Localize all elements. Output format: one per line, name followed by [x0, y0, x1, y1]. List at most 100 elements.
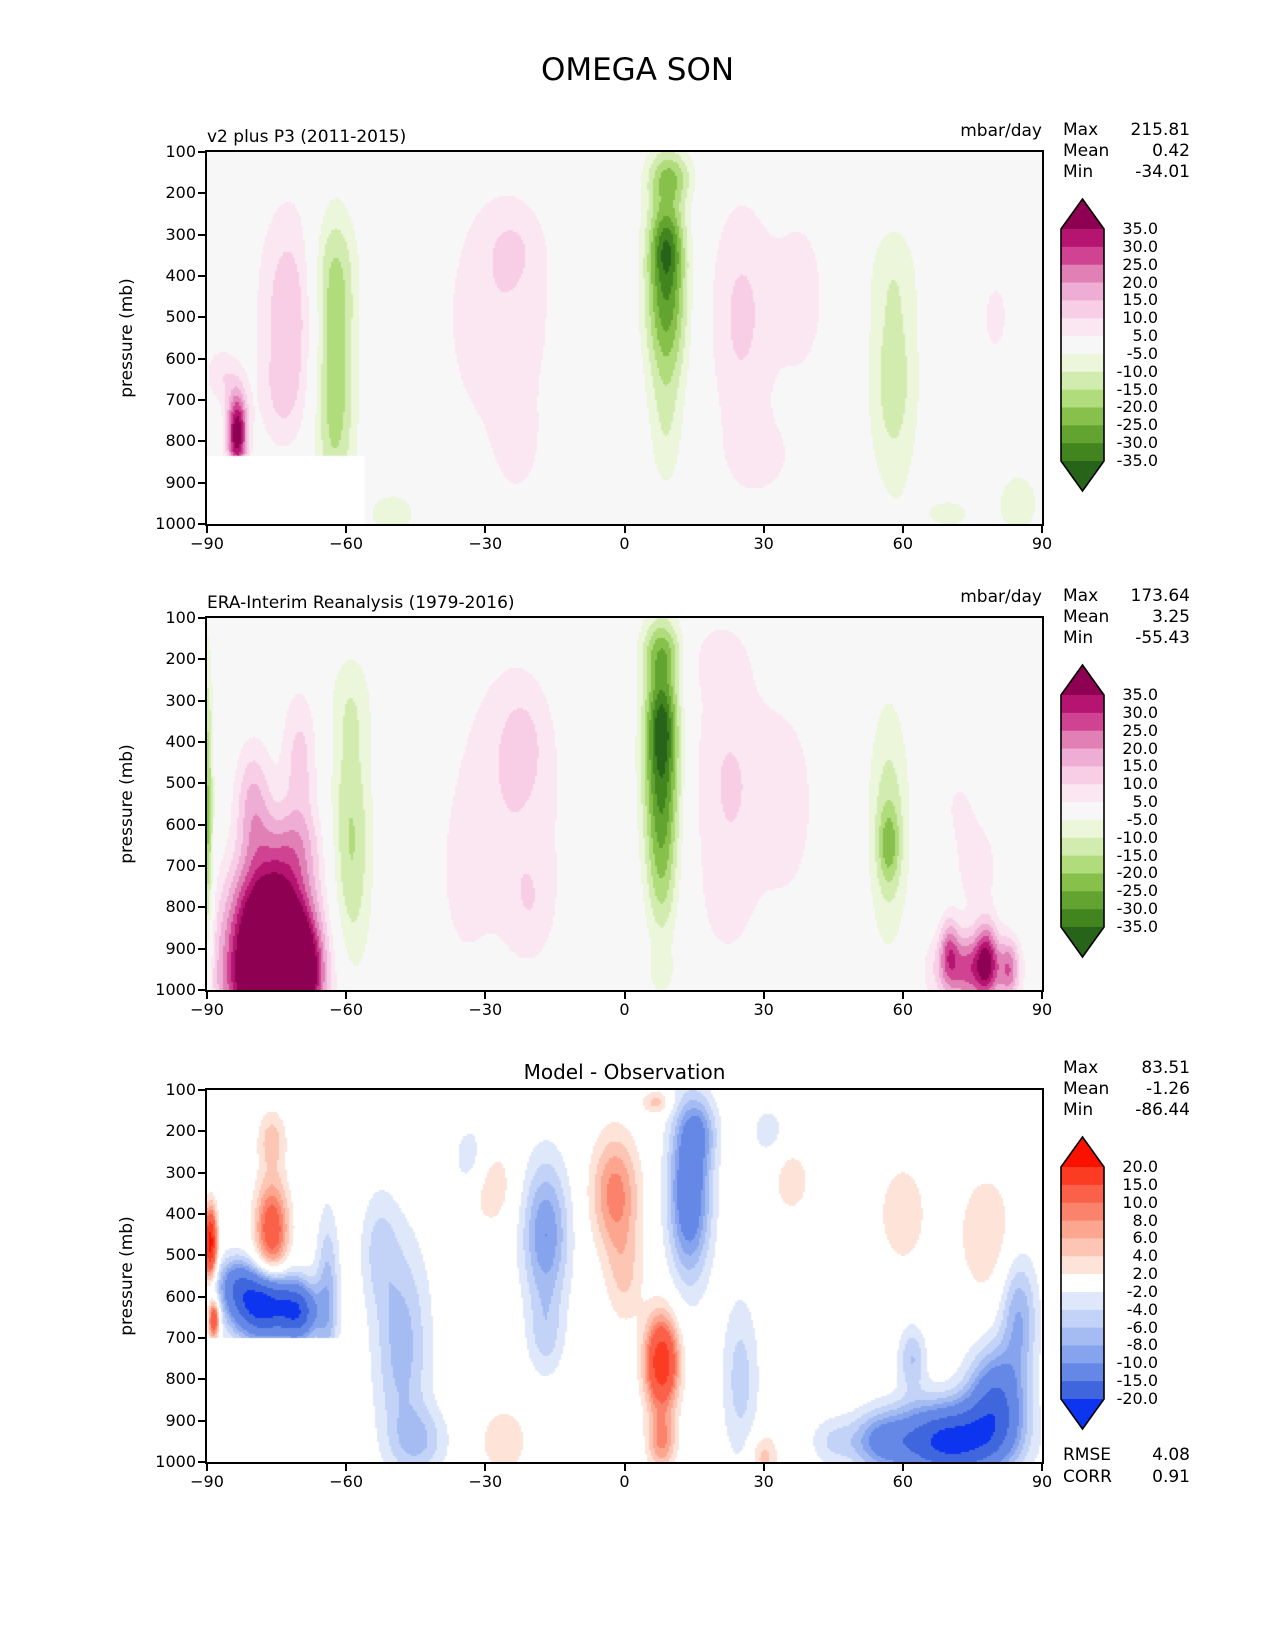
colorbar-band — [1061, 695, 1104, 714]
colorbar-tick-label: -35.0 — [1116, 917, 1158, 936]
y-tick-label: 300 — [165, 224, 196, 244]
colorbar-tick-label: 25.0 — [1122, 720, 1158, 740]
x-tick — [901, 526, 904, 533]
colorbar-band — [1061, 766, 1104, 785]
colorbar-band — [1061, 855, 1104, 875]
colorbar-lower-arrow — [1061, 1399, 1104, 1429]
panel2-stats: Max 173.64 Mean 3.25 Min -55.43 — [1063, 586, 1190, 649]
colorbar-band — [1061, 909, 1104, 928]
colorbar-outline — [1060, 197, 1105, 493]
colorbar-band — [1061, 1327, 1104, 1347]
colorbar-band — [1061, 425, 1104, 444]
x-tick — [1041, 526, 1043, 533]
colorbar-band — [1061, 371, 1104, 391]
colorbar-band — [1061, 1220, 1104, 1239]
panel3-contour-canvas — [207, 1090, 1042, 1462]
stat-row: CORR 0.91 — [1063, 1466, 1190, 1488]
y-tick — [198, 1213, 205, 1215]
colorbar-tick-label: -15.0 — [1116, 379, 1158, 399]
colorbar-tick-label: 30.0 — [1122, 236, 1158, 256]
colorbar-tick-label: -4.0 — [1126, 1299, 1158, 1319]
y-tick-label: 600 — [165, 814, 196, 834]
stat-row: Mean 0.42 — [1063, 141, 1190, 162]
x-tick-label: 90 — [1031, 1472, 1053, 1491]
x-tick — [623, 526, 626, 533]
colorbar-tick-label: 8.0 — [1132, 1210, 1158, 1230]
x-tick — [345, 1464, 348, 1471]
x-tick — [901, 1464, 904, 1471]
y-tick — [198, 1171, 205, 1174]
colorbar-band — [1061, 730, 1104, 750]
x-tick — [206, 992, 208, 999]
stat-value: 0.42 — [1152, 141, 1190, 161]
y-tick-label: 700 — [165, 1328, 196, 1347]
colorbar-band — [1061, 873, 1104, 892]
y-tick-label: 400 — [165, 266, 196, 285]
colorbar-tick-label: -20.0 — [1116, 863, 1158, 883]
stat-row: Min -55.43 — [1063, 628, 1190, 649]
colorbar-tick-label: -6.0 — [1126, 1317, 1158, 1337]
colorbar-band — [1061, 802, 1104, 821]
y-tick-label: 200 — [165, 649, 196, 669]
y-tick — [198, 617, 205, 619]
colorbar-band — [1061, 1167, 1104, 1186]
colorbar-tick-label: 35.0 — [1122, 685, 1158, 704]
stat-label: Mean — [1063, 1079, 1110, 1099]
colorbar-tick-label: -5.0 — [1126, 809, 1158, 829]
colorbar-upper-arrow — [1061, 665, 1104, 695]
x-tick-label: 30 — [753, 1472, 774, 1491]
stat-value: 3.25 — [1152, 607, 1190, 627]
y-tick-label: 800 — [165, 1369, 196, 1389]
stat-value: 215.81 — [1130, 120, 1190, 140]
colorbar-band — [1061, 1309, 1104, 1329]
colorbar-band — [1061, 1381, 1104, 1400]
x-tick-label: 60 — [892, 1472, 913, 1491]
colorbar-outline — [1060, 663, 1105, 959]
colorbar-band — [1061, 1274, 1104, 1293]
colorbar — [1060, 663, 1105, 959]
colorbar-tick-label: 35.0 — [1122, 219, 1158, 238]
x-tick — [484, 526, 487, 533]
colorbar-band — [1061, 1363, 1104, 1382]
colorbar-tick-label: 2.0 — [1132, 1264, 1158, 1284]
x-tick — [206, 1464, 208, 1471]
colorbar — [1060, 197, 1105, 493]
colorbar-band — [1061, 264, 1104, 284]
x-tick-label: 30 — [753, 534, 774, 553]
colorbar — [1060, 1135, 1105, 1431]
y-tick-label: 200 — [165, 183, 196, 203]
x-tick-label: 90 — [1031, 1000, 1053, 1019]
x-tick-label: 60 — [892, 534, 913, 553]
y-tick — [198, 823, 205, 826]
stat-value: -34.01 — [1135, 162, 1190, 182]
stat-value: 83.51 — [1141, 1058, 1190, 1078]
colorbar-band — [1061, 1256, 1104, 1275]
colorbar-band — [1061, 389, 1104, 409]
y-tick-label: 700 — [165, 856, 196, 875]
x-tick-label: 30 — [753, 1000, 774, 1019]
panel3-skill-stats: RMSE 4.08 CORR 0.91 — [1063, 1444, 1190, 1488]
x-tick — [901, 992, 904, 999]
y-tick — [198, 1461, 205, 1463]
colorbar-tick-label: -15.0 — [1116, 845, 1158, 865]
colorbar-tick-label: 4.0 — [1132, 1246, 1158, 1266]
y-tick — [198, 357, 205, 360]
y-tick — [198, 699, 205, 702]
y-tick — [198, 782, 205, 785]
colorbar-band — [1061, 1345, 1104, 1364]
y-tick — [198, 865, 205, 867]
colorbar-tick-label: 5.0 — [1132, 326, 1158, 346]
panel2-y-axis-label: pressure (mb) — [117, 744, 137, 864]
y-tick — [198, 1378, 205, 1381]
colorbar-tick-label: -10.0 — [1116, 827, 1158, 847]
x-tick-label: −60 — [329, 1000, 364, 1019]
y-tick-label: 900 — [165, 938, 196, 958]
x-tick-label: −90 — [190, 534, 224, 553]
y-tick — [198, 1419, 205, 1422]
panel1-units-label: mbar/day — [960, 121, 1042, 141]
colorbar-band — [1061, 353, 1104, 373]
y-tick-label: 500 — [165, 307, 196, 327]
x-tick-label: −60 — [329, 534, 364, 553]
stat-label: Min — [1063, 1100, 1094, 1120]
stat-value: -86.44 — [1135, 1100, 1190, 1120]
